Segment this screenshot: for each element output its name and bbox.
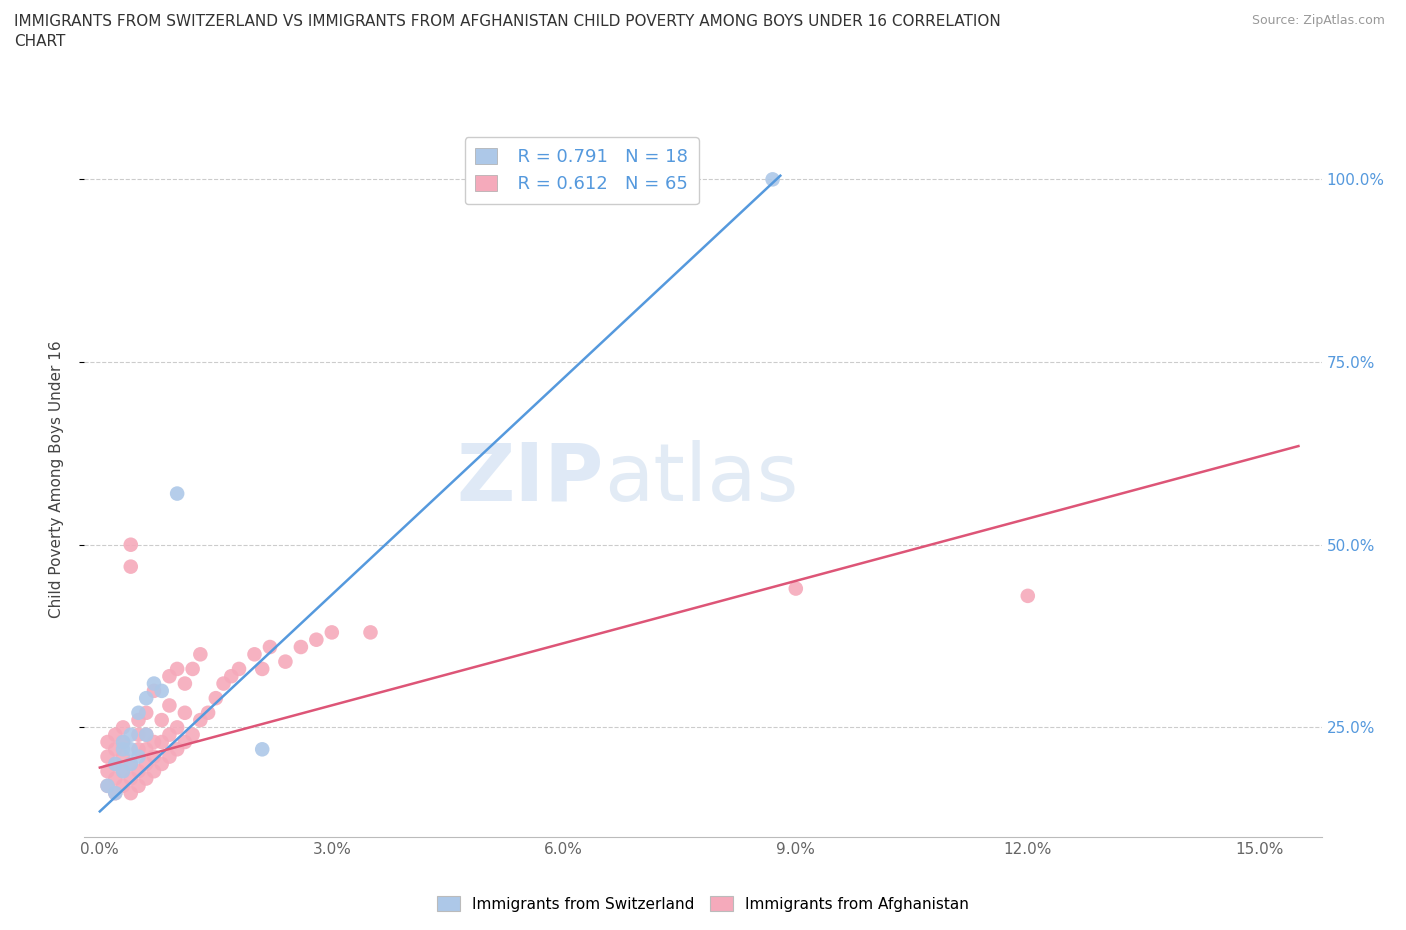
Text: atlas: atlas — [605, 440, 799, 518]
Point — [112, 720, 135, 735]
Point — [128, 778, 150, 793]
Point — [97, 778, 120, 793]
Point — [143, 684, 166, 698]
Point — [274, 654, 297, 669]
Point — [785, 581, 807, 596]
Point — [166, 742, 188, 757]
Point — [150, 735, 173, 750]
Point — [112, 735, 135, 750]
Point — [120, 771, 142, 786]
Point — [197, 705, 219, 720]
Point — [290, 640, 312, 655]
Point — [135, 771, 157, 786]
Point — [159, 727, 181, 742]
Point — [120, 727, 142, 742]
Point — [143, 750, 166, 764]
Text: Source: ZipAtlas.com: Source: ZipAtlas.com — [1251, 14, 1385, 27]
Point — [166, 720, 188, 735]
Point — [97, 778, 120, 793]
Point — [135, 705, 157, 720]
Point — [135, 727, 157, 742]
Point — [97, 735, 120, 750]
Point — [205, 691, 228, 706]
Point — [150, 684, 173, 698]
Point — [120, 756, 142, 771]
Point — [166, 486, 188, 501]
Point — [128, 750, 150, 764]
Point — [120, 559, 142, 574]
Point — [159, 750, 181, 764]
Point — [128, 742, 150, 757]
Point — [104, 771, 127, 786]
Y-axis label: Child Poverty Among Boys Under 16: Child Poverty Among Boys Under 16 — [49, 340, 63, 618]
Point — [1017, 589, 1039, 604]
Legend:   R = 0.791   N = 18,   R = 0.612   N = 65: R = 0.791 N = 18, R = 0.612 N = 65 — [464, 137, 699, 205]
Point — [104, 756, 127, 771]
Point — [143, 735, 166, 750]
Text: IMMIGRANTS FROM SWITZERLAND VS IMMIGRANTS FROM AFGHANISTAN CHILD POVERTY AMONG B: IMMIGRANTS FROM SWITZERLAND VS IMMIGRANT… — [14, 14, 1001, 29]
Point — [252, 742, 274, 757]
Point — [135, 691, 157, 706]
Point — [228, 661, 250, 676]
Point — [112, 764, 135, 778]
Point — [174, 705, 197, 720]
Point — [305, 632, 328, 647]
Point — [104, 727, 127, 742]
Point — [112, 778, 135, 793]
Point — [128, 705, 150, 720]
Point — [159, 698, 181, 713]
Point — [104, 786, 127, 801]
Point — [120, 538, 142, 552]
Point — [174, 735, 197, 750]
Point — [135, 756, 157, 771]
Point — [252, 661, 274, 676]
Legend: Immigrants from Switzerland, Immigrants from Afghanistan: Immigrants from Switzerland, Immigrants … — [432, 890, 974, 918]
Point — [128, 764, 150, 778]
Point — [762, 172, 785, 187]
Point — [120, 786, 142, 801]
Point — [221, 669, 243, 684]
Text: CHART: CHART — [14, 34, 66, 49]
Point — [212, 676, 235, 691]
Point — [135, 742, 157, 757]
Point — [181, 727, 204, 742]
Point — [112, 750, 135, 764]
Point — [128, 712, 150, 727]
Point — [259, 640, 281, 655]
Text: ZIP: ZIP — [457, 440, 605, 518]
Point — [174, 676, 197, 691]
Point — [188, 712, 212, 727]
Point — [143, 676, 166, 691]
Point — [112, 735, 135, 750]
Point — [150, 712, 173, 727]
Point — [112, 742, 135, 757]
Point — [120, 742, 142, 757]
Point — [143, 764, 166, 778]
Point — [112, 764, 135, 778]
Point — [104, 756, 127, 771]
Point — [321, 625, 343, 640]
Point — [97, 764, 120, 778]
Point — [159, 669, 181, 684]
Point — [188, 647, 212, 662]
Point — [150, 756, 173, 771]
Point — [181, 661, 204, 676]
Point — [120, 756, 142, 771]
Point — [104, 742, 127, 757]
Point — [104, 786, 127, 801]
Point — [128, 727, 150, 742]
Point — [97, 750, 120, 764]
Point — [166, 661, 188, 676]
Point — [243, 647, 266, 662]
Point — [360, 625, 382, 640]
Point — [135, 727, 157, 742]
